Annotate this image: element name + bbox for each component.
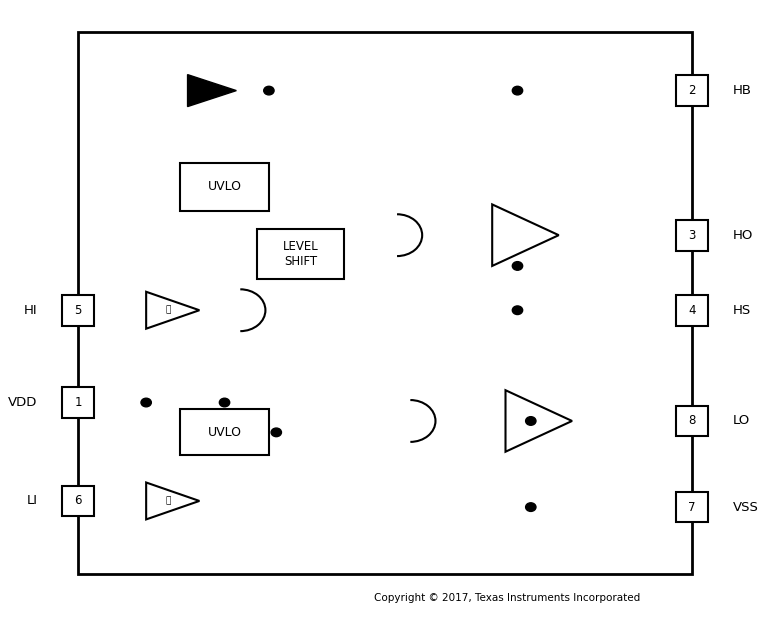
Text: HB: HB (732, 84, 751, 97)
Text: 2: 2 (688, 84, 696, 97)
Text: 1: 1 (75, 396, 82, 409)
Text: 8: 8 (688, 415, 696, 428)
Text: HI: HI (24, 303, 37, 317)
Text: LI: LI (27, 494, 37, 507)
Text: UVLO: UVLO (207, 426, 242, 439)
Circle shape (219, 398, 229, 407)
Text: UVLO: UVLO (207, 180, 242, 193)
Bar (676, 295, 708, 326)
Text: VDD: VDD (8, 396, 37, 409)
Text: LO: LO (732, 415, 750, 428)
Text: 3: 3 (688, 229, 696, 242)
Circle shape (526, 417, 536, 425)
Circle shape (512, 306, 523, 315)
Text: HO: HO (732, 229, 753, 242)
Polygon shape (187, 75, 236, 106)
Text: ⏦: ⏦ (166, 306, 171, 315)
Text: HS: HS (732, 303, 751, 317)
Circle shape (512, 261, 523, 270)
Text: 7: 7 (688, 501, 696, 514)
Text: ⏦: ⏦ (166, 496, 171, 506)
Polygon shape (505, 390, 572, 452)
Bar (180, 409, 269, 455)
Circle shape (512, 87, 523, 95)
Bar (676, 75, 708, 106)
Bar (78, 32, 692, 574)
Bar (676, 405, 708, 436)
Text: 4: 4 (688, 303, 696, 317)
Circle shape (141, 398, 152, 407)
Bar (62, 387, 94, 418)
Bar (62, 486, 94, 516)
Polygon shape (146, 292, 200, 329)
Bar (676, 220, 708, 250)
Bar (676, 492, 708, 522)
Bar (62, 295, 94, 326)
Polygon shape (492, 205, 559, 266)
Circle shape (264, 87, 274, 95)
Text: Copyright © 2017, Texas Instruments Incorporated: Copyright © 2017, Texas Instruments Inco… (374, 593, 640, 603)
Circle shape (271, 428, 281, 437)
Text: 5: 5 (75, 303, 82, 317)
Bar (257, 229, 344, 279)
Bar (180, 163, 269, 211)
Text: VSS: VSS (732, 501, 758, 514)
Text: LEVEL
SHIFT: LEVEL SHIFT (283, 240, 319, 268)
Circle shape (526, 503, 536, 512)
Polygon shape (146, 483, 200, 519)
Text: 6: 6 (75, 494, 82, 507)
